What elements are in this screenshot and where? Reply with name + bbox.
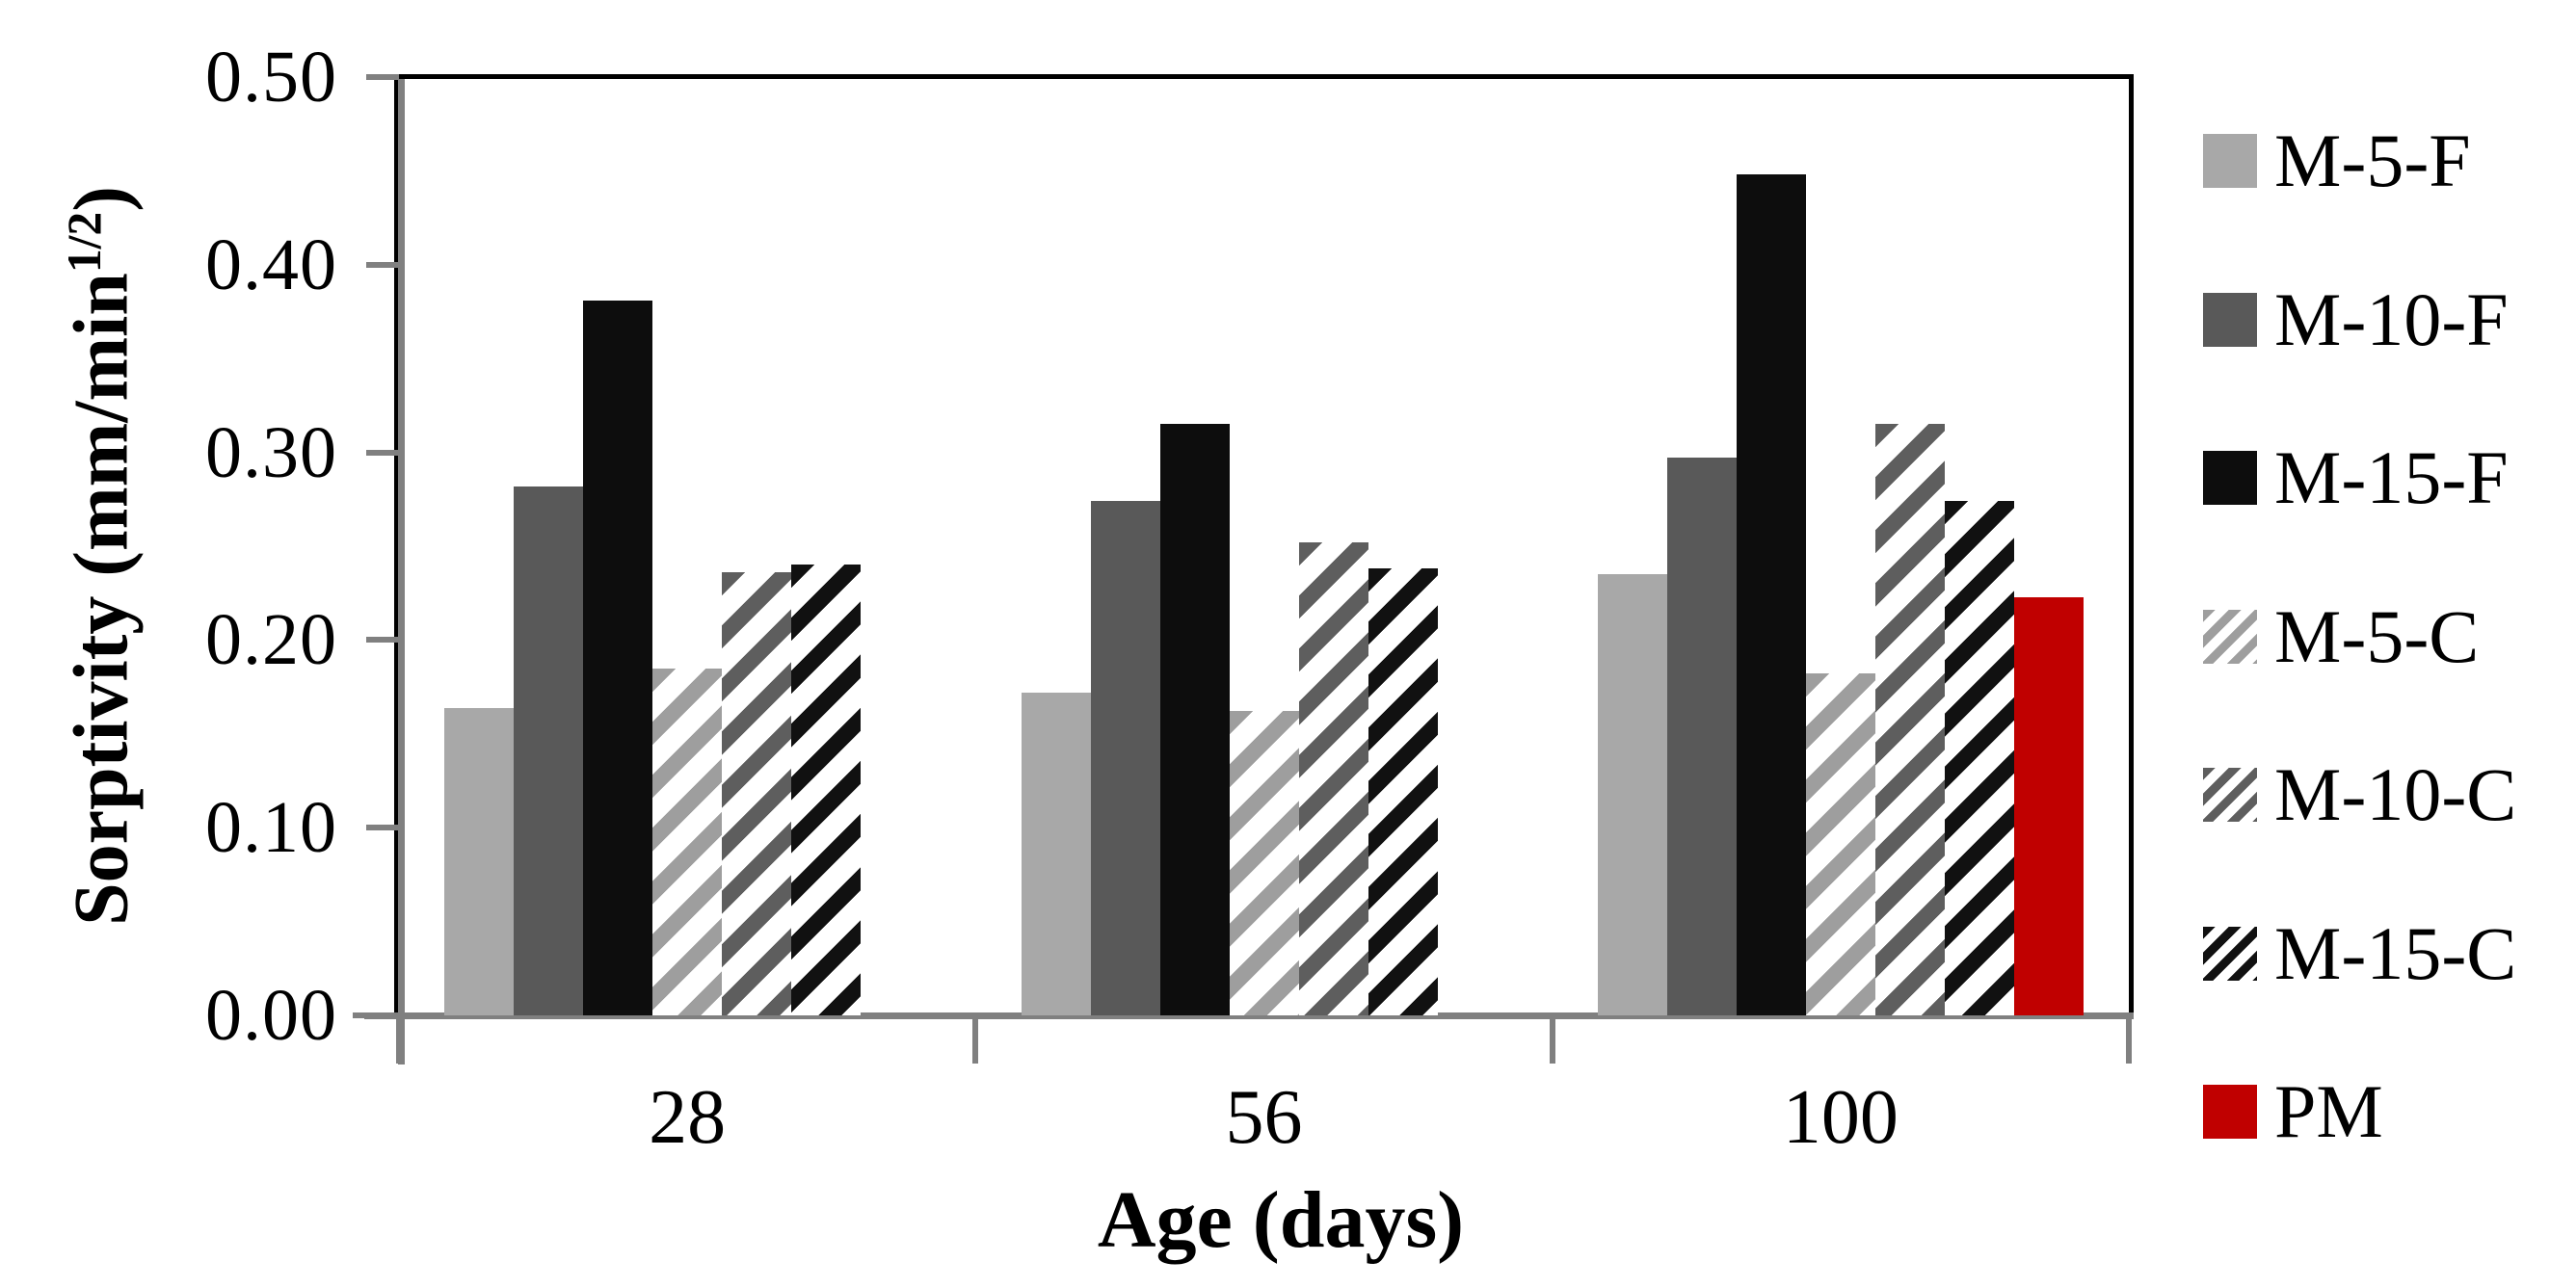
- y-tick-mark: [366, 449, 399, 456]
- y-tick-label: 0.00: [205, 975, 337, 1056]
- y-axis-line: [398, 74, 405, 1065]
- bar-M-5-F-age-100: [1597, 574, 1667, 1015]
- bar-M-10-C-age-100: [1874, 424, 1945, 1015]
- legend-label-M-15-F: M-15-F: [2274, 435, 2509, 519]
- y-tick-mark: [366, 261, 399, 268]
- x-tick-mark: [396, 1015, 402, 1064]
- y-tick-mark: [366, 74, 399, 80]
- y-tick-mark: [353, 1012, 399, 1018]
- bar-M-5-F-age-56: [1021, 692, 1091, 1015]
- bar-M-15-C-age-28: [791, 565, 862, 1015]
- bar-M-15-F-age-56: [1159, 424, 1230, 1015]
- y-axis-title: Sorptivity (mm/min1/2): [22, 26, 147, 1086]
- plot-border-left: [394, 74, 398, 1018]
- y-tick-label: 0.10: [205, 787, 337, 869]
- bar-M-15-C-age-100: [1944, 501, 2014, 1015]
- x-tick-label: 100: [1782, 1075, 1899, 1160]
- legend-label-M-10-C: M-10-C: [2274, 752, 2517, 836]
- legend-swatch-M-10-F: [2203, 292, 2257, 347]
- legend-swatch-M-10-C: [2203, 768, 2257, 822]
- bar-M-15-F-age-28: [583, 300, 653, 1015]
- legend-swatch-M-15-C: [2203, 926, 2257, 981]
- bar-M-10-F-age-56: [1090, 501, 1160, 1015]
- legend-label-M-5-F: M-5-F: [2274, 118, 2471, 202]
- legend-label-M-10-F: M-10-F: [2274, 276, 2509, 361]
- x-tick-mark: [2126, 1015, 2132, 1064]
- x-tick-mark: [972, 1015, 979, 1064]
- bar-M-15-C-age-56: [1368, 568, 1438, 1015]
- y-tick-label: 0.20: [205, 599, 337, 681]
- x-tick-mark: [1549, 1015, 1555, 1064]
- x-axis-title: Age (days): [1097, 1175, 1465, 1265]
- legend-label-M-5-C: M-5-C: [2274, 593, 2480, 678]
- plot-border-right: [2129, 74, 2134, 1018]
- bar-M-5-C-age-56: [1229, 711, 1299, 1015]
- legend-swatch-M-5-F: [2203, 134, 2257, 188]
- bar-M-15-F-age-100: [1736, 174, 1806, 1015]
- legend-label-M-15-C: M-15-C: [2274, 910, 2517, 995]
- y-tick-label: 0.50: [205, 37, 337, 118]
- bar-M-10-F-age-28: [514, 486, 584, 1015]
- x-axis-line: [364, 1012, 2134, 1019]
- bar-M-10-F-age-100: [1666, 458, 1737, 1015]
- x-tick-label: 56: [1225, 1075, 1303, 1160]
- bar-PM-age-100: [2013, 596, 2084, 1015]
- legend-swatch-M-5-C: [2203, 609, 2257, 664]
- bar-M-10-C-age-28: [722, 572, 792, 1015]
- y-axis-title-suffix: ): [59, 186, 145, 212]
- legend-swatch-M-15-F: [2203, 451, 2257, 505]
- y-tick-label: 0.30: [205, 411, 337, 493]
- legend-label-PM: PM: [2274, 1069, 2383, 1153]
- legend-swatch-PM: [2203, 1085, 2257, 1139]
- bar-M-5-F-age-28: [444, 707, 515, 1015]
- bar-M-5-C-age-100: [1805, 673, 1875, 1015]
- x-tick-label: 28: [649, 1075, 727, 1160]
- y-tick-mark: [366, 825, 399, 831]
- y-tick-label: 0.40: [205, 223, 337, 305]
- y-tick-mark: [366, 637, 399, 644]
- plot-border-top: [394, 74, 2134, 79]
- bar-M-5-C-age-28: [652, 668, 723, 1015]
- bar-M-10-C-age-56: [1298, 542, 1368, 1015]
